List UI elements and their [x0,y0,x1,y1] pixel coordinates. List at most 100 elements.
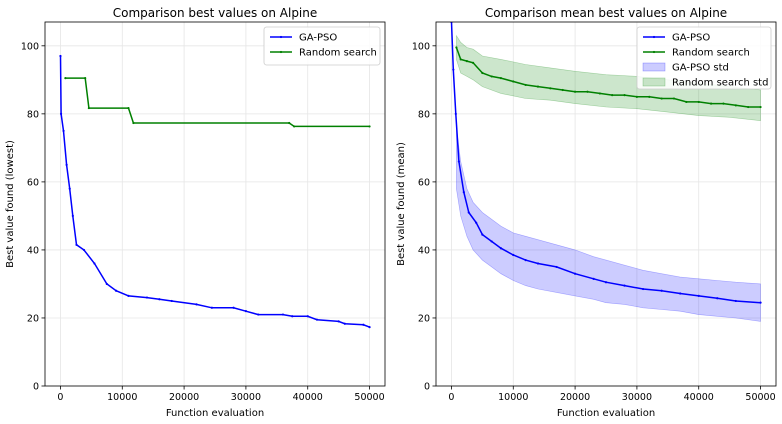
chart2-series-random-search-point [586,90,589,93]
chart2-series-random-search-point [490,75,493,78]
chart1-series-ga-pso-point [114,289,118,292]
chart1-xtick-label: 20000 [169,392,199,403]
chart1-series-random-search-point [288,121,291,125]
chart1-xlabel: Function evaluation [166,408,264,419]
chart1-xtick-label: 50000 [354,392,384,403]
chart2-series-random-search-point [465,60,469,63]
chart1-series-ga-pso-line [59,55,370,328]
chart1-ytick-label: 60 [27,177,39,188]
chart2-ytick-label: 60 [418,177,430,188]
chart2-series-ga-pso-point [512,253,515,257]
chart1-series-ga-pso-point [127,294,130,297]
chart2-series-random-search-point [524,83,527,87]
chart1-title: Comparison best values on Alpine [113,6,318,20]
chart1-series-ga-pso-point [281,313,285,316]
chart2-series-ga-pso-point [524,259,527,262]
chart2-legend-box [636,26,772,90]
chart1-series-ga-pso-point [195,303,198,306]
chart1-ylabel: Best value found (lowest) [5,140,16,268]
chart1-legend-item-ga-pso-marker [279,35,283,39]
chart2-series-ga-pso-point [490,240,493,243]
chart1-series-random-search-point [87,106,90,110]
chart2-panel: 0 10000 20000 30000 40000 50000 0 20 40 60 80 100 Co… [396,6,777,419]
chart2-plot-area [450,22,762,322]
chart2-series-random-search-std-band [456,34,761,122]
chart1-legend-item-ga-pso-label: GA-PSO [299,33,337,44]
chart2-series-ga-pso-point [481,233,484,236]
chart1-series-random-search-point [132,121,135,125]
chart2-series-random-search-point [455,46,458,49]
chart1-series-ga-pso-point [59,54,62,58]
chart1-series-random-search-point [368,125,371,128]
chart1-ytick-label: 20 [27,313,39,324]
chart2-ytick-label: 100 [412,41,430,52]
chart1-series-ga-pso-point [362,323,365,326]
chart2-title: Comparison mean best values on Alpine [485,6,727,20]
chart2-xlabel: Function evaluation [557,408,655,419]
chart2-series-ga-pso-point [716,297,719,300]
chart2-series-random-search-line [455,47,761,108]
chart2-legend-item-random-search-std-label: Random search std [672,78,768,89]
chart2-series-random-search-point [722,102,725,105]
chart2-series-ga-pso-point [499,247,503,250]
chart1-xtick-label: 30000 [231,392,261,403]
chart2-series-ga-pso-point [759,301,762,304]
chart2-series-random-search-point [512,80,515,83]
chart2-series-random-search-point [573,90,577,93]
chart2-series-random-search-point [549,87,552,90]
chart2-series-random-search-point [759,105,762,109]
chart2-series-ga-pso-point [462,190,465,194]
chart2-series-ga-pso-point [454,112,457,115]
chart1-ytick-label: 40 [27,245,39,256]
chart2-series-random-search-point [747,105,750,109]
chart2-series-ga-pso-point [660,289,663,292]
chart2-legend-item-random-search-label: Random search [672,48,750,59]
chart2-series-random-search-point [697,100,700,104]
chart2-series-random-search-point [660,97,663,100]
chart1-legend-item-random-search-label: Random search [299,48,377,59]
chart1-series-random-search-point [293,125,296,128]
chart2-series-random-search-point [672,97,676,100]
chart2-series-random-search-point [734,104,737,107]
chart1-series-ga-pso-point [62,129,65,132]
chart1-series-ga-pso-point [65,163,68,166]
chart1-series-random-search-point [127,106,130,110]
chart2-series-random-search-point [598,92,601,95]
chart2-series-ga-pso-point [452,68,455,71]
chart1-series-random-search-point [84,77,87,80]
chart2-series-random-search-point [499,77,503,80]
chart2-ytick-label: 0 [424,382,430,393]
chart1-xtick-label: 40000 [293,392,323,403]
chart2-series-ga-pso-point [536,262,540,265]
chart1-ytick-label: 0 [33,382,39,393]
chart2-xtick-label: 0 [448,392,454,403]
chart1-series-ga-pso-point [93,262,96,265]
chart1-plot-area [59,54,371,329]
chart2-legend-item-random-search-marker [652,50,656,54]
chart1-series-ga-pso-point [59,112,63,115]
chart2-series-ga-pso-point [475,221,478,224]
chart1-ytick-label: 100 [21,41,39,52]
chart1-series-ga-pso-point [170,299,173,303]
chart1-legend-item-random-search-marker [279,50,283,54]
chart2-series-ga-pso-point [467,211,470,214]
chart2-xtick-label: 40000 [684,392,714,403]
chart2-ytick-label: 40 [418,245,430,256]
chart1-panel: 0 10000 20000 30000 40000 50000 0 20 40 60 80 100 Co… [5,6,386,419]
chart1-series-ga-pso-point [343,322,346,325]
chart1-series-ga-pso-point [210,306,214,309]
chart2-series-ga-pso-point [555,265,558,269]
chart2-series-ga-pso-point [734,299,737,303]
chart2-legend-item-ga-pso-marker [652,35,656,39]
chart2-series-random-search-point [611,94,614,97]
chart2-series-ga-pso-point [457,160,460,163]
chart2-xtick-label: 10000 [498,392,528,403]
chart1-series-ga-pso-point [315,318,319,321]
chart1-series-ga-pso-point [75,243,78,246]
chart1-series-ga-pso-point [291,315,294,318]
chart1-grid [45,22,385,387]
chart2-series-random-search-point [685,100,688,104]
chart1-series-ga-pso-point [158,298,161,301]
chart2-series-ga-pso-point [623,284,626,287]
